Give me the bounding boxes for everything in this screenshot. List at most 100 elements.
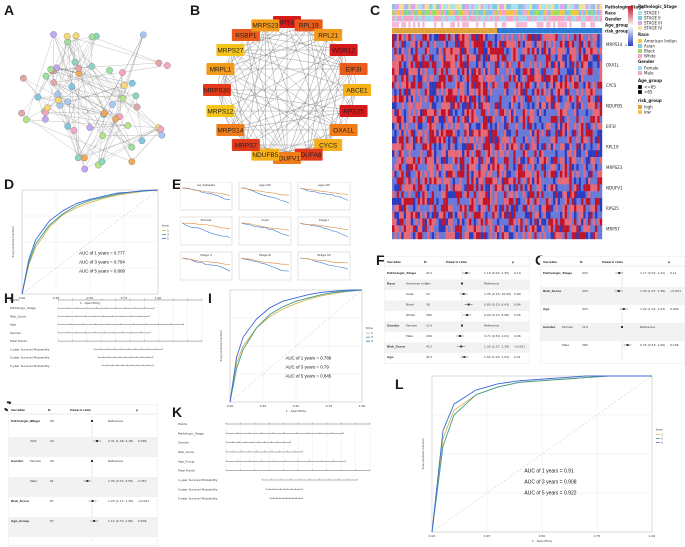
heatmap-annotation-cell <box>457 4 460 10</box>
heatmap-cell <box>557 109 561 117</box>
heatmap-cell <box>543 191 547 199</box>
heatmap-annotation-cell <box>532 4 535 10</box>
heatmap-cell <box>553 211 556 219</box>
heatmap-cell <box>462 136 465 144</box>
heatmap-cell <box>541 129 544 137</box>
km-subplot-title: Stage IIII <box>317 253 330 257</box>
heatmap-cell <box>399 225 402 233</box>
heatmap-cell <box>445 47 449 55</box>
heatmap-cell <box>459 81 463 89</box>
hub-edge <box>245 34 266 155</box>
heatmap-cell <box>452 225 456 233</box>
heatmap-annotation-cell <box>396 28 400 34</box>
heatmap-cell <box>494 34 498 42</box>
heatmap-cell <box>401 225 404 233</box>
heatmap-cell <box>515 122 519 130</box>
heatmap-cell <box>497 184 500 192</box>
heatmap-annotation-cell <box>497 22 500 28</box>
heatmap-cell <box>520 61 523 69</box>
heatmap-cell <box>429 177 432 185</box>
heatmap-cell <box>557 47 561 55</box>
heatmap-cell <box>492 34 495 42</box>
heatmap-cell <box>476 184 479 192</box>
heatmap-cell <box>420 47 423 55</box>
heatmap-cell <box>553 40 556 48</box>
heatmap-annotation-cell <box>585 28 589 34</box>
heatmap-annotation-cell <box>562 10 565 16</box>
heatmap-cell <box>473 157 477 165</box>
heatmap-cell <box>497 143 500 151</box>
heatmap-cell <box>550 136 554 144</box>
heatmap-cell <box>420 95 423 103</box>
heatmap-cell <box>548 218 551 226</box>
heatmap-cell <box>417 88 421 96</box>
x-tick-label: 0.75 <box>121 296 128 300</box>
heatmap-cell <box>595 75 598 83</box>
heatmap-cell <box>441 75 444 83</box>
heatmap-annotation-cell <box>504 4 507 10</box>
heatmap-cell <box>480 136 484 144</box>
heatmap-cell <box>492 95 495 103</box>
forest-n: 38 <box>426 303 430 307</box>
heatmap-cell <box>592 211 596 219</box>
heatmap-cell <box>459 150 463 158</box>
heatmap-cell <box>590 225 593 233</box>
network-edge <box>37 97 68 102</box>
heatmap-annotation-cell <box>438 10 442 16</box>
heatmap-cell <box>431 143 435 151</box>
heatmap-cell <box>518 136 521 144</box>
heatmap-cell <box>546 218 549 226</box>
heatmap-cell <box>476 61 479 69</box>
heatmap-cell <box>410 75 414 83</box>
heatmap-cell <box>539 184 542 192</box>
heatmap-cell <box>576 163 579 171</box>
heatmap-cell <box>441 68 444 76</box>
heatmap-cell <box>436 54 439 62</box>
heatmap-cell <box>392 40 395 48</box>
heatmap-cell <box>401 177 404 185</box>
hub-edge <box>245 25 309 146</box>
heatmap-cell <box>518 163 521 171</box>
heatmap-cell <box>543 34 547 42</box>
heatmap-cell <box>527 68 530 76</box>
heatmap-annotation-cell <box>417 28 421 34</box>
heatmap-cell <box>571 109 575 117</box>
heatmap-cell <box>469 102 472 110</box>
heatmap-cell <box>539 150 542 158</box>
heatmap-cell <box>550 81 554 89</box>
heatmap-cell <box>508 136 512 144</box>
heatmap-cell <box>441 109 444 117</box>
heatmap-cell <box>501 47 505 55</box>
heatmap-cell <box>525 177 528 185</box>
heatmap-cell <box>599 81 603 89</box>
heatmap-cell <box>431 170 435 178</box>
heatmap-cell <box>543 61 547 69</box>
heatmap-annotation-cell <box>588 10 591 16</box>
heatmap-cell <box>508 34 512 42</box>
heatmap-cell <box>473 34 477 42</box>
heatmap-cell <box>403 191 407 199</box>
heatmap-cell <box>511 75 514 83</box>
heatmap-cell <box>417 184 421 192</box>
heatmap-annotation-cell <box>541 28 544 34</box>
heatmap-cell <box>574 225 577 233</box>
heatmap-cell <box>543 204 547 212</box>
heatmap-cell <box>520 54 523 62</box>
heatmap-cell <box>422 34 425 42</box>
heatmap-cell <box>457 170 460 178</box>
heatmap-cell <box>548 75 551 83</box>
heatmap-cell <box>471 47 474 55</box>
heatmap-cell <box>490 109 493 117</box>
heatmap-annotation-cell <box>466 4 470 10</box>
heatmap-cell <box>401 61 404 69</box>
hub-edge <box>308 49 344 155</box>
heatmap-annotation-cell <box>553 10 556 16</box>
km-curve-low <box>240 187 289 196</box>
heatmap-cell <box>548 88 551 96</box>
heatmap-cell <box>401 47 404 55</box>
heatmap-cell <box>457 68 460 76</box>
heatmap-cell <box>457 88 460 96</box>
heatmap-cell <box>515 95 519 103</box>
network-edge <box>67 36 97 127</box>
heatmap-cell <box>441 143 444 151</box>
